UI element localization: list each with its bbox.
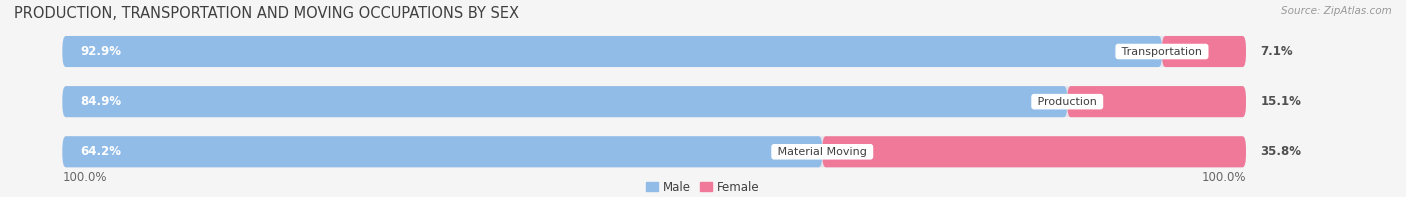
Text: PRODUCTION, TRANSPORTATION AND MOVING OCCUPATIONS BY SEX: PRODUCTION, TRANSPORTATION AND MOVING OC… [14, 6, 519, 21]
Text: Source: ZipAtlas.com: Source: ZipAtlas.com [1281, 6, 1392, 16]
FancyBboxPatch shape [823, 136, 1246, 167]
Text: Production: Production [1033, 97, 1101, 107]
FancyBboxPatch shape [62, 86, 1067, 117]
Text: 92.9%: 92.9% [80, 45, 122, 58]
Legend: Male, Female: Male, Female [641, 176, 765, 197]
Text: 15.1%: 15.1% [1261, 95, 1302, 108]
FancyBboxPatch shape [62, 36, 1161, 67]
Text: Transportation: Transportation [1118, 46, 1206, 57]
FancyBboxPatch shape [62, 136, 1246, 167]
FancyBboxPatch shape [62, 86, 1246, 117]
FancyBboxPatch shape [62, 36, 1246, 67]
Text: 100.0%: 100.0% [1202, 171, 1246, 184]
FancyBboxPatch shape [1067, 86, 1246, 117]
Text: 7.1%: 7.1% [1261, 45, 1294, 58]
FancyBboxPatch shape [1161, 36, 1246, 67]
FancyBboxPatch shape [62, 136, 823, 167]
Text: 35.8%: 35.8% [1261, 145, 1302, 158]
Text: Material Moving: Material Moving [775, 147, 870, 157]
Text: 84.9%: 84.9% [80, 95, 122, 108]
Text: 64.2%: 64.2% [80, 145, 122, 158]
Text: 100.0%: 100.0% [62, 171, 107, 184]
